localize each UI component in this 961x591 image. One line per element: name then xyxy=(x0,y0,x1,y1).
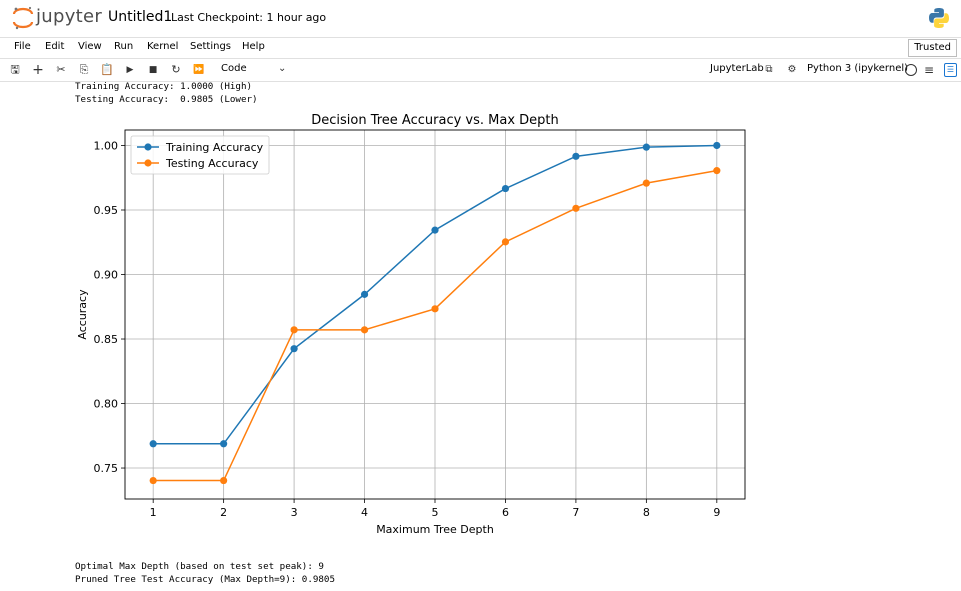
menu-file[interactable]: File xyxy=(14,41,31,52)
menu-settings[interactable]: Settings xyxy=(190,41,232,52)
jupyter-wordmark: jupyter xyxy=(36,6,103,27)
data-point-testing xyxy=(713,167,721,175)
data-point-training xyxy=(431,226,439,234)
data-point-testing xyxy=(220,476,228,485)
restart-icon[interactable]: ↻ xyxy=(171,63,181,76)
plot-frame xyxy=(124,129,746,500)
output-top-line-1: Training Accuracy: 1.0000 (High) xyxy=(75,81,253,92)
x-tick-label: 1 xyxy=(150,506,157,519)
data-point-training xyxy=(220,440,228,448)
notebook-title[interactable]: Untitled1 xyxy=(108,9,173,25)
data-point-training xyxy=(290,345,298,353)
x-axis-label: Maximum Tree Depth xyxy=(376,523,494,536)
menu-kernel[interactable]: Kernel xyxy=(147,41,179,52)
fast-forward-icon[interactable]: ⏩ xyxy=(193,65,205,75)
y-tick-label: 0.85 xyxy=(94,333,119,346)
kernel-status-icon xyxy=(905,64,917,76)
y-tick-label: 0.90 xyxy=(94,269,119,282)
legend-box xyxy=(130,135,270,175)
copy-icon[interactable]: ⎘ xyxy=(79,63,89,76)
data-point-testing xyxy=(431,305,439,313)
series-line-testing xyxy=(153,169,717,482)
data-point-training xyxy=(501,184,510,193)
cell-type-select[interactable]: Code xyxy=(221,63,247,74)
x-tick-label: 4 xyxy=(361,506,368,519)
run-icon[interactable]: ▶ xyxy=(126,65,134,75)
menu-edit[interactable]: Edit xyxy=(45,41,65,52)
python-logo-icon xyxy=(929,8,949,28)
stop-icon[interactable]: ■ xyxy=(148,65,158,75)
x-tick-label: 8 xyxy=(643,506,650,519)
legend-marker xyxy=(144,143,152,151)
menu-view[interactable]: View xyxy=(78,41,102,52)
add-cell-icon[interactable]: + xyxy=(32,62,44,78)
data-point-testing xyxy=(572,204,580,212)
x-tick-label: 5 xyxy=(432,506,439,519)
menu-run[interactable]: Run xyxy=(114,41,134,52)
menu-help[interactable]: Help xyxy=(242,41,265,52)
x-tick-label: 7 xyxy=(572,506,579,519)
data-point-training xyxy=(642,143,650,151)
jupyterlab-link[interactable]: JupyterLab xyxy=(710,63,764,74)
y-tick-label: 0.75 xyxy=(94,462,119,475)
output-bottom-line-1: Optimal Max Depth (based on test set pea… xyxy=(75,561,324,572)
output-bottom-line-2: Pruned Tree Test Accuracy (Max Depth=9):… xyxy=(75,574,335,585)
y-tick-label: 0.80 xyxy=(94,398,119,411)
data-point-training xyxy=(360,290,369,298)
last-checkpoint: Last Checkpoint: 1 hour ago xyxy=(171,11,327,24)
x-tick-label: 6 xyxy=(502,506,509,519)
paste-icon[interactable]: 📋 xyxy=(100,63,114,76)
menu-lines-icon[interactable]: ≡ xyxy=(923,63,935,77)
x-tick-label: 3 xyxy=(291,506,298,519)
jupyter-orbit-icon xyxy=(12,6,34,30)
notebook-toolbar: 🖫 + ✂ ⎘ 📋 ▶ ■ ↻ ⏩ Code ⌄ JupyterLab ⧉ ⚙ … xyxy=(0,59,961,82)
legend-label: Testing Accuracy xyxy=(165,157,259,170)
property-inspector-icon[interactable]: ☰ xyxy=(944,63,957,77)
y-axis-label: Accuracy xyxy=(76,289,89,340)
data-point-testing xyxy=(149,476,157,485)
external-link-icon[interactable]: ⧉ xyxy=(765,64,773,75)
cut-icon[interactable]: ✂ xyxy=(56,63,66,76)
data-point-testing xyxy=(642,179,650,187)
data-point-training xyxy=(149,440,157,448)
save-icon[interactable]: 🖫 xyxy=(10,63,20,76)
x-tick-label: 2 xyxy=(220,506,227,519)
series-line-training xyxy=(153,144,717,445)
data-point-testing xyxy=(501,238,510,246)
data-point-training xyxy=(572,152,580,160)
legend-label: Training Accuracy xyxy=(165,141,264,154)
legend-marker xyxy=(144,159,152,167)
data-point-testing xyxy=(360,326,369,334)
data-point-testing xyxy=(290,326,298,334)
y-tick-label: 0.95 xyxy=(94,204,119,217)
menu-bar: File Edit View Run Kernel Settings Help … xyxy=(0,37,961,59)
trusted-button[interactable]: Trusted xyxy=(908,39,957,57)
app-header: jupyter Untitled1 Last Checkpoint: 1 hou… xyxy=(0,0,961,36)
data-point-training xyxy=(713,141,721,150)
jupyter-logo[interactable]: jupyter xyxy=(10,4,105,32)
chart-title: Decision Tree Accuracy vs. Max Depth xyxy=(311,113,559,128)
chevron-down-icon[interactable]: ⌄ xyxy=(278,63,287,74)
output-top-line-2: Testing Accuracy: 0.9805 (Lower) xyxy=(75,94,258,105)
kernel-name[interactable]: Python 3 (ipykernel) xyxy=(807,63,909,74)
x-tick-label: 9 xyxy=(713,506,720,519)
bug-icon[interactable]: ⚙ xyxy=(787,64,797,75)
y-tick-label: 1.00 xyxy=(94,139,119,152)
